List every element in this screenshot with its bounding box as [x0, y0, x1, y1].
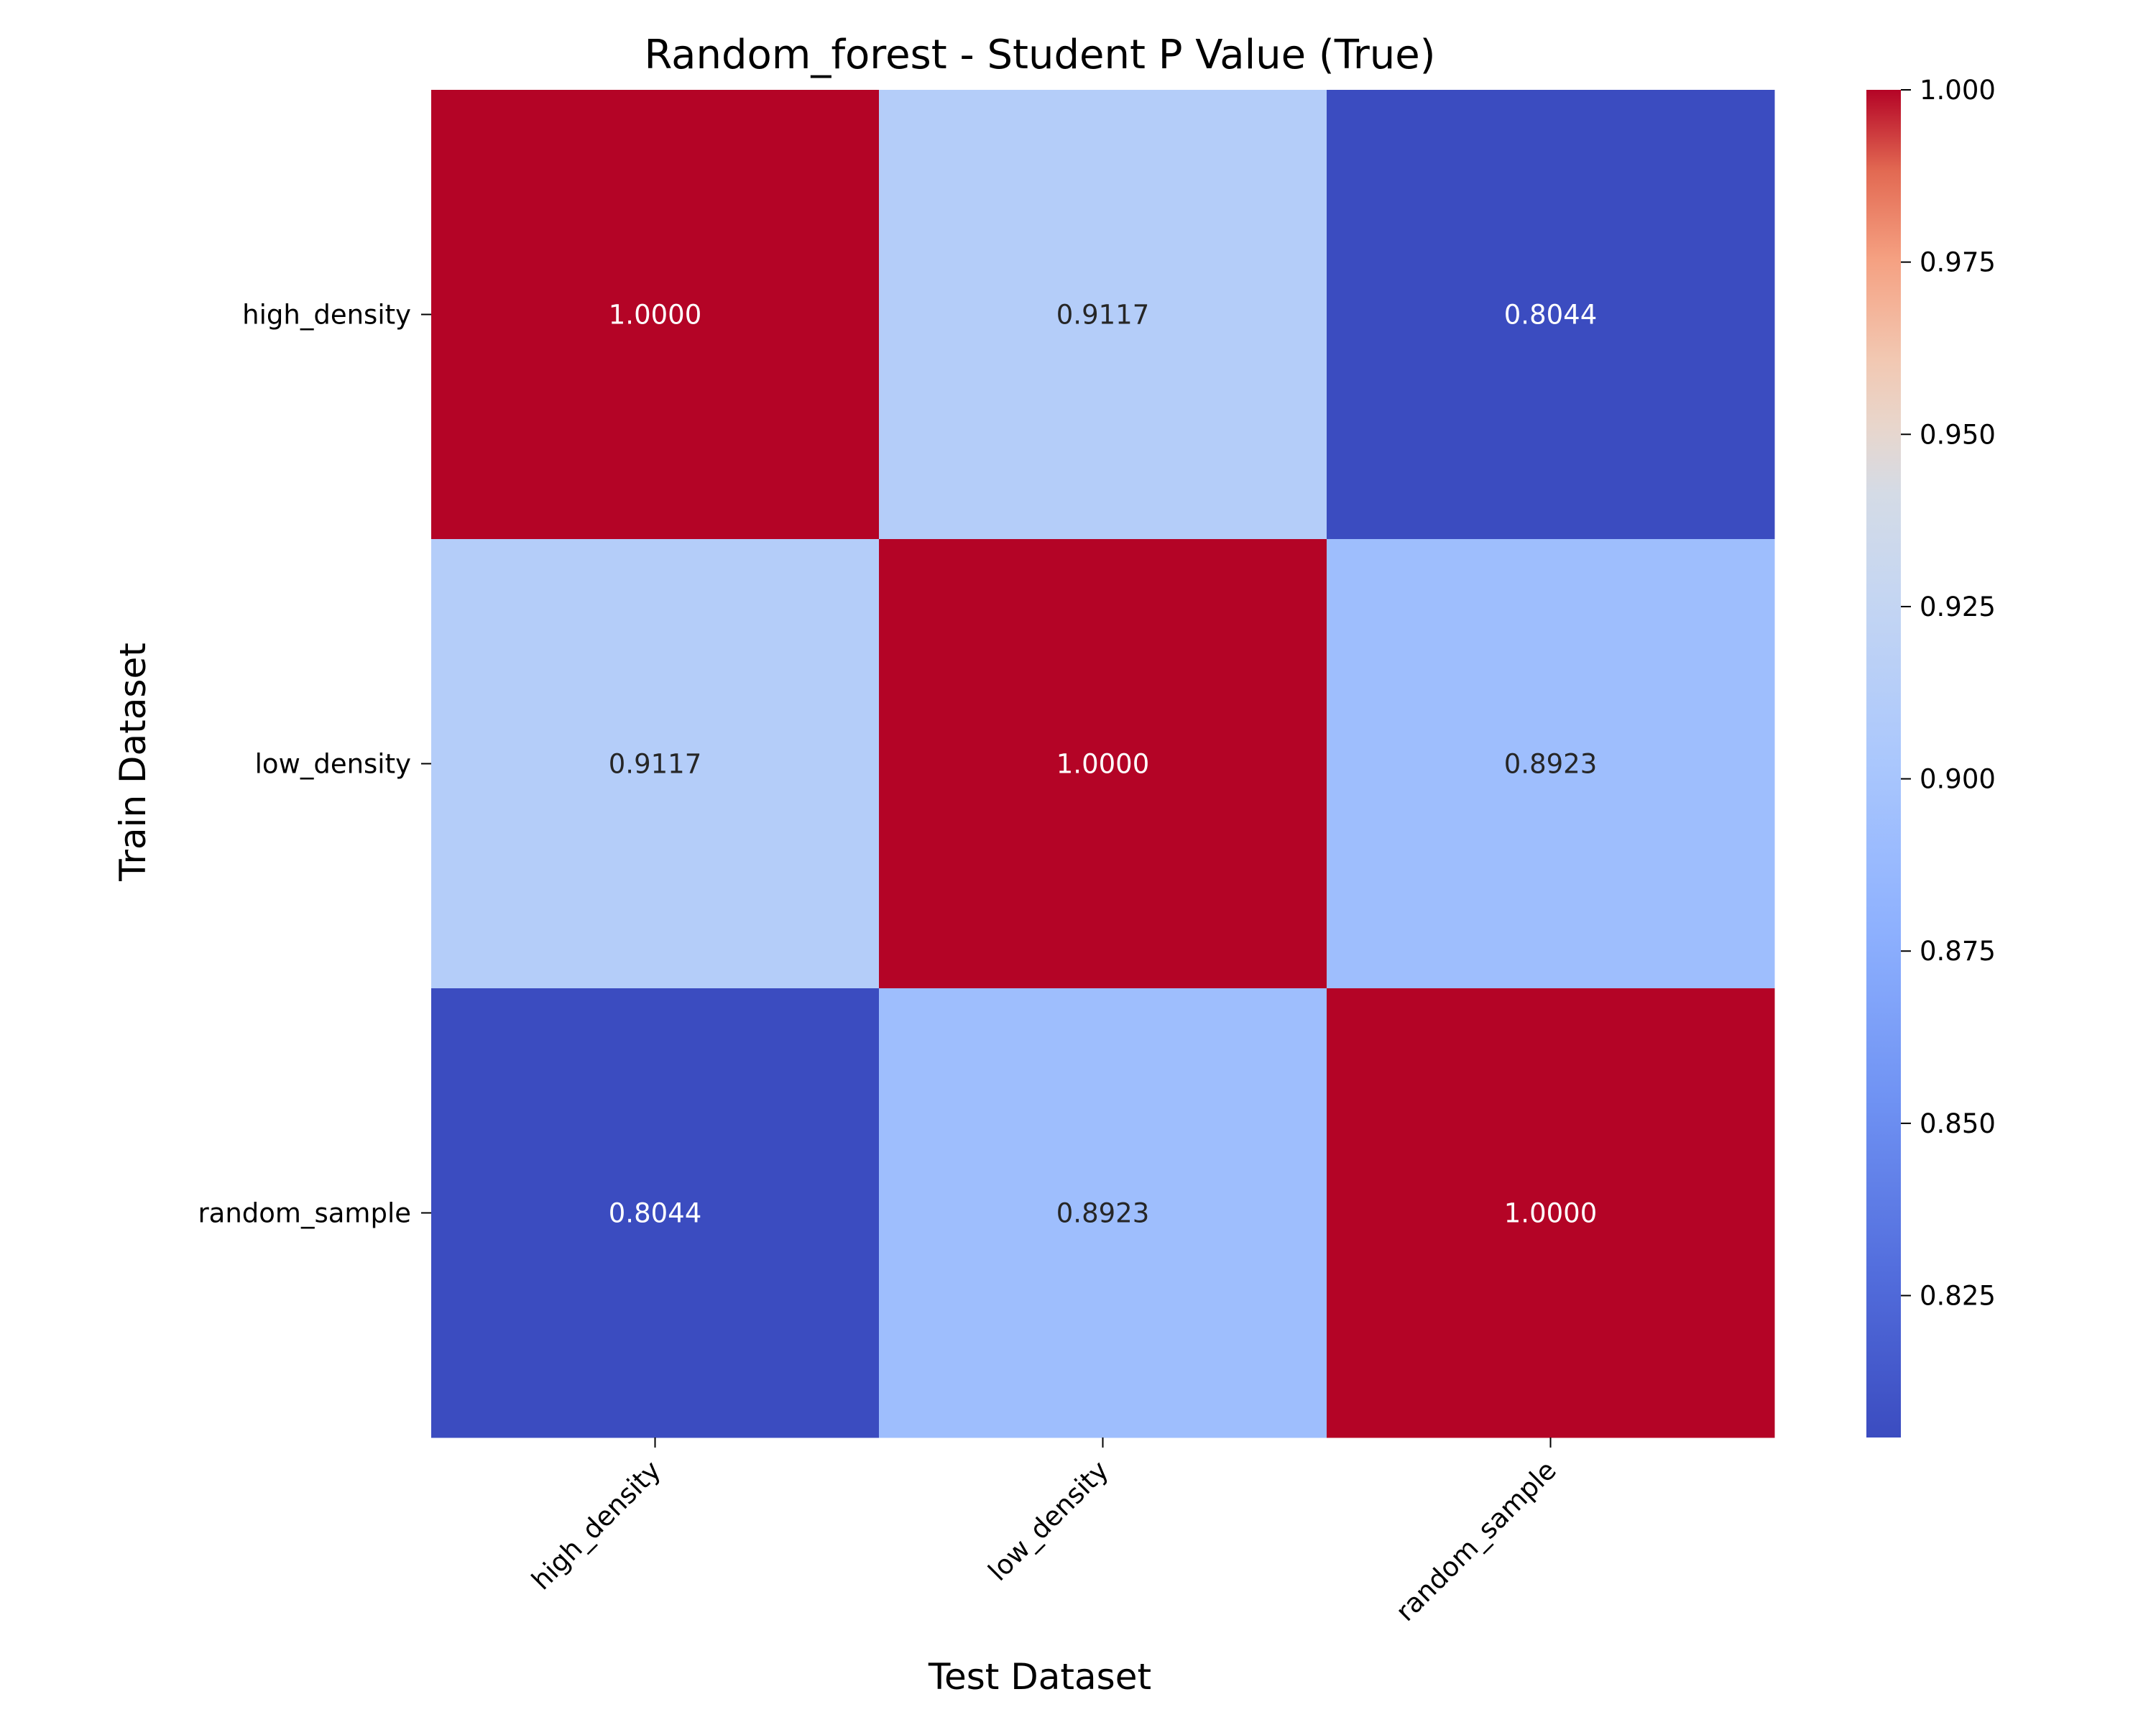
heatmap-cell — [1327, 988, 1775, 1438]
colorbar-tick-label: 0.900 — [1920, 764, 1996, 795]
y-tick-label: low_density — [255, 749, 411, 780]
colorbar-tick-label: 0.950 — [1920, 419, 1996, 450]
cell-value-label: 0.9117 — [1056, 300, 1149, 331]
colorbar-tick-label: 0.825 — [1920, 1281, 1996, 1312]
heatmap-cell — [879, 988, 1327, 1438]
x-axis-ticks: high_density low_density random_sample — [525, 1438, 1562, 1627]
heatmap-cell — [879, 539, 1327, 989]
colorbar-tick-label: 0.975 — [1920, 247, 1996, 278]
cell-value-label: 1.0000 — [1504, 1198, 1597, 1229]
x-tick-label: low_density — [982, 1455, 1115, 1587]
heatmap-cell — [431, 539, 880, 989]
colorbar-tick-label: 0.925 — [1920, 592, 1996, 622]
cell-value-label: 1.0000 — [1056, 749, 1149, 780]
chart-title: Random_forest - Student P Value (True) — [644, 32, 1435, 78]
cell-value-label: 0.8923 — [1056, 1198, 1149, 1229]
colorbar-ticks: 0.825 0.850 0.875 0.900 0.925 0.950 0.975 1.000 — [1901, 75, 1996, 1312]
cell-value-label: 0.8923 — [1504, 749, 1597, 780]
y-tick-label: random_sample — [198, 1198, 411, 1229]
heatmap-cells — [431, 90, 1775, 1438]
cell-value-label: 0.9117 — [609, 749, 701, 780]
y-axis-label: Train Dataset — [112, 643, 154, 882]
colorbar — [1866, 90, 1901, 1438]
heatmap-cell — [1327, 90, 1775, 540]
colorbar-tick-label: 0.875 — [1920, 936, 1996, 967]
x-axis-label: Test Dataset — [928, 1656, 1151, 1698]
colorbar-tick-label: 1.000 — [1920, 75, 1996, 106]
y-axis-ticks: high_density low_density random_sample — [198, 300, 431, 1229]
cell-value-label: 0.8044 — [1504, 300, 1597, 331]
cell-value-label: 1.0000 — [609, 300, 701, 331]
y-tick-label: high_density — [242, 300, 411, 331]
x-tick-label: random_sample — [1390, 1455, 1562, 1627]
heatmap-cell — [879, 90, 1327, 540]
colorbar-tick-label: 0.850 — [1920, 1108, 1996, 1139]
x-tick-label: high_density — [525, 1455, 666, 1596]
heatmap-cell — [1327, 539, 1775, 989]
heatmap-cell-labels: 1.0000 0.9117 0.8044 0.9117 1.0000 0.8923 0.80… — [609, 300, 1597, 1229]
heatmap-cell — [431, 988, 880, 1438]
cell-value-label: 0.8044 — [609, 1198, 701, 1229]
heatmap-cell — [431, 90, 880, 540]
